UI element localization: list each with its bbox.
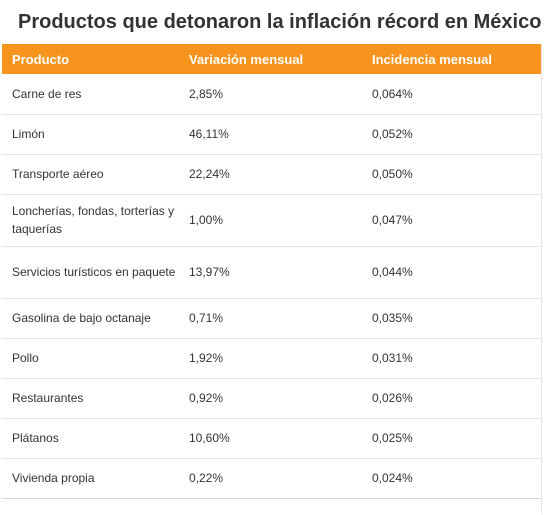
cell-incidencia: 0,025% (362, 418, 542, 459)
table-row: Carne de res 2,85% 0,064% (2, 74, 542, 115)
cell-producto: Pollo (2, 338, 179, 379)
table-row: Pollo 1,92% 0,031% (2, 338, 542, 379)
cell-variacion: 22,24% (179, 154, 362, 195)
table-row: Servicios turísticos en paquete 13,97% 0… (2, 246, 542, 299)
table-row: Vivienda propia 0,22% 0,024% (2, 458, 542, 499)
cell-incidencia: 0,047% (362, 194, 542, 247)
cell-producto: Transporte aéreo (2, 154, 179, 195)
cell-variacion: 13,97% (179, 246, 362, 299)
column-header-incidencia: Incidencia mensual (372, 51, 492, 67)
table-body: Carne de res 2,85% 0,064% Limón 46,11% 0… (2, 74, 542, 499)
cell-producto: Plátanos (2, 418, 179, 459)
column-header-producto: Producto (12, 51, 70, 67)
cell-producto: Limón (2, 114, 179, 155)
cell-incidencia: 0,024% (362, 458, 542, 499)
cell-variacion: 1,00% (179, 194, 362, 247)
table-row: Gasolina de bajo octanaje 0,71% 0,035% (2, 298, 542, 339)
table-row: Loncherías, fondas, torterías y taquería… (2, 194, 542, 247)
cell-incidencia: 0,035% (362, 298, 542, 339)
cell-variacion: 2,85% (179, 74, 362, 115)
cell-variacion: 0,71% (179, 298, 362, 339)
cell-incidencia: 0,050% (362, 154, 542, 195)
cell-producto: Gasolina de bajo octanaje (2, 298, 179, 339)
table-header-row: Producto Variación mensual Incidencia me… (2, 44, 542, 74)
cell-producto: Vivienda propia (2, 458, 179, 499)
table-header: Producto Variación mensual Incidencia me… (2, 44, 542, 74)
cell-producto: Loncherías, fondas, torterías y taquería… (2, 194, 179, 247)
cell-variacion: 0,22% (179, 458, 362, 499)
table-row: Restaurantes 0,92% 0,026% (2, 378, 542, 419)
cell-producto: Servicios turísticos en paquete (2, 246, 179, 299)
cell-variacion: 46,11% (179, 114, 362, 155)
cell-incidencia: 0,044% (362, 246, 542, 299)
table-row: Limón 46,11% 0,052% (2, 114, 542, 155)
cell-incidencia: 0,026% (362, 378, 542, 419)
cell-variacion: 0,92% (179, 378, 362, 419)
cell-producto: Carne de res (2, 74, 179, 115)
cell-producto: Restaurantes (2, 378, 179, 419)
table-row: Plátanos 10,60% 0,025% (2, 418, 542, 459)
cell-variacion: 10,60% (179, 418, 362, 459)
inflation-products-table: Producto Variación mensual Incidencia me… (2, 44, 542, 499)
page-title: Productos que detonaron la inflación réc… (18, 11, 542, 33)
cell-incidencia: 0,064% (362, 74, 542, 115)
cell-incidencia: 0,052% (362, 114, 542, 155)
table-right-border (541, 44, 542, 514)
table-row: Transporte aéreo 22,24% 0,050% (2, 154, 542, 195)
column-header-variacion: Variación mensual (189, 51, 304, 67)
cell-incidencia: 0,031% (362, 338, 542, 379)
cell-variacion: 1,92% (179, 338, 362, 379)
